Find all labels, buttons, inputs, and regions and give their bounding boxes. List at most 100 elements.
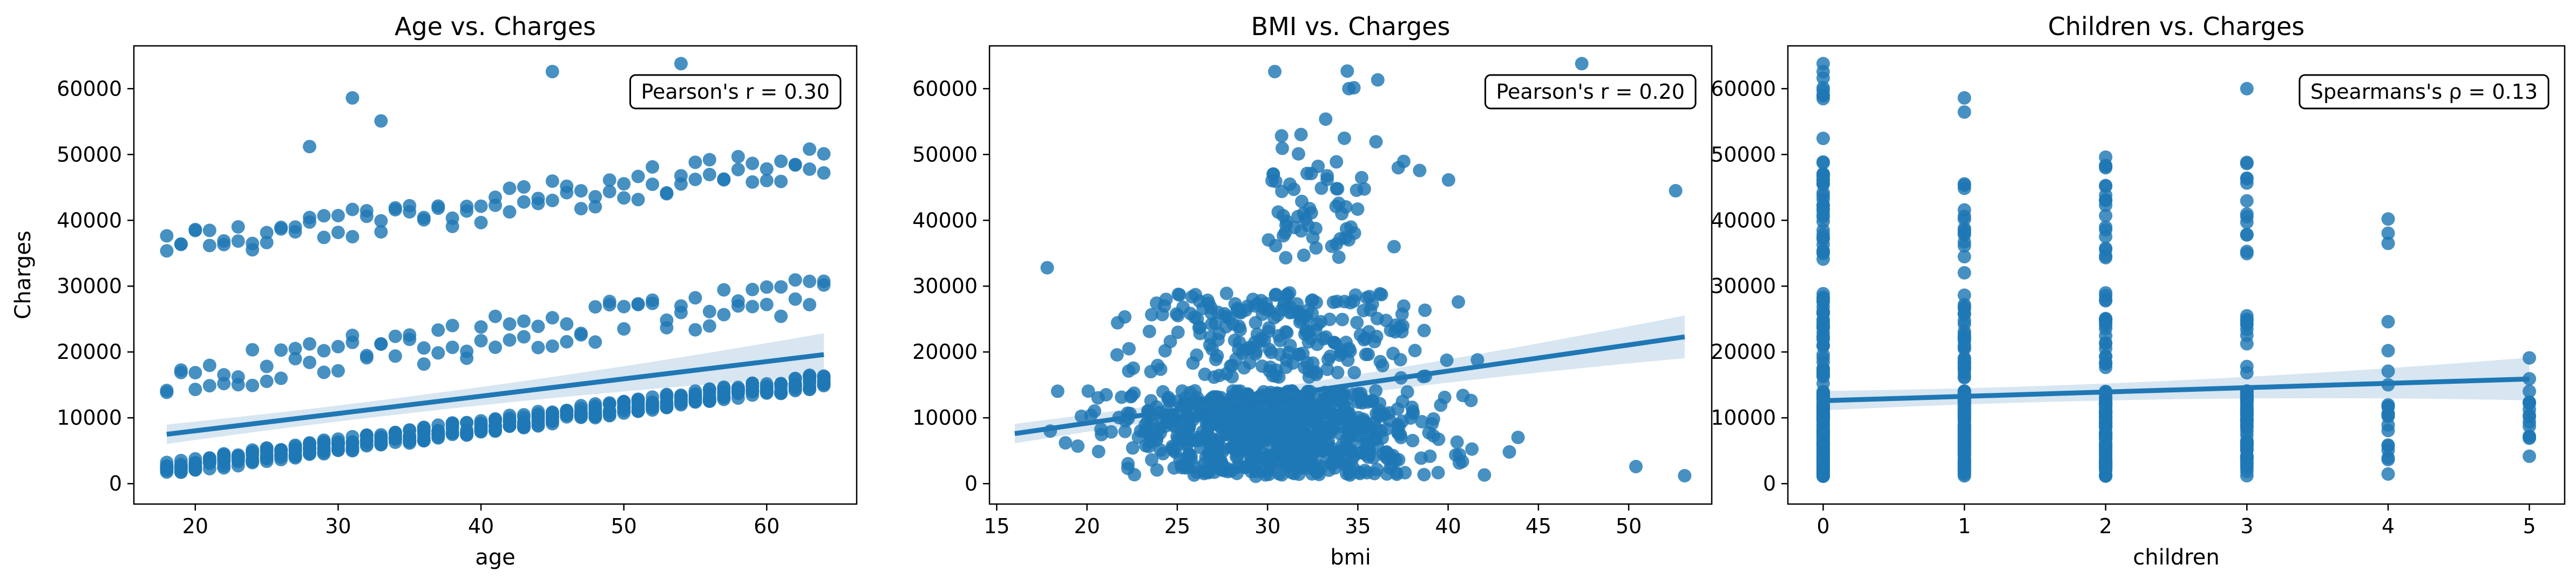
data-point <box>1816 348 1830 362</box>
data-point <box>1212 454 1226 468</box>
data-point <box>445 427 459 441</box>
data-point <box>760 297 774 311</box>
data-point <box>1320 362 1334 376</box>
data-point <box>1957 341 1971 355</box>
data-point <box>474 334 488 348</box>
data-point <box>788 292 802 306</box>
data-point <box>1371 73 1385 87</box>
data-point <box>474 425 488 439</box>
data-point <box>1138 418 1153 432</box>
data-point <box>1360 440 1374 454</box>
data-point <box>1126 441 1140 455</box>
data-point <box>1678 469 1692 482</box>
y-axis-label: Charges <box>11 230 36 319</box>
data-point <box>517 420 531 434</box>
data-point <box>1242 414 1256 428</box>
data-point <box>1230 427 1244 441</box>
data-point <box>1229 439 1243 453</box>
data-point <box>1276 410 1290 424</box>
data-point <box>517 330 531 344</box>
y-tick-label: 60000 <box>57 77 122 100</box>
data-point <box>1334 343 1348 357</box>
data-point <box>1265 174 1279 188</box>
y-tick-label: 40000 <box>912 208 978 232</box>
y-tick-label: 10000 <box>57 406 122 430</box>
axes-frame <box>133 45 858 505</box>
y-tick-label: 40000 <box>1711 208 1776 232</box>
data-point <box>2523 403 2537 417</box>
data-point <box>2381 364 2395 378</box>
data-point <box>1202 450 1216 464</box>
data-point <box>2099 220 2113 234</box>
data-point <box>374 214 388 228</box>
data-point <box>360 351 374 365</box>
data-point <box>517 195 531 209</box>
data-point <box>1283 177 1297 191</box>
data-point <box>1172 288 1187 302</box>
data-point <box>1142 324 1156 338</box>
data-point <box>188 222 202 236</box>
data-point <box>1184 448 1198 462</box>
data-point <box>1371 409 1385 423</box>
data-point <box>1099 388 1113 402</box>
y-tick-label: 20000 <box>912 340 978 364</box>
data-point <box>1131 430 1145 444</box>
data-point <box>702 390 716 404</box>
x-tick-label: 60 <box>754 514 779 538</box>
data-point <box>317 209 331 223</box>
data-point <box>1318 412 1331 426</box>
data-point <box>760 280 774 294</box>
data-point <box>1359 331 1373 345</box>
data-point <box>646 390 660 404</box>
y-tick-label: 60000 <box>912 77 978 100</box>
data-layer <box>1014 57 1692 484</box>
data-point <box>1575 57 1589 71</box>
data-point <box>617 177 631 191</box>
data-point <box>1300 311 1314 325</box>
data-point <box>731 382 745 396</box>
data-point <box>1395 325 1409 339</box>
data-point <box>1279 218 1293 232</box>
data-point <box>1452 295 1466 309</box>
data-point <box>1816 156 1830 170</box>
data-point <box>417 213 431 227</box>
y-tick-label: 10000 <box>1711 406 1776 430</box>
data-point <box>1150 463 1164 477</box>
data-point <box>1957 402 1971 416</box>
data-point <box>1816 319 1830 334</box>
data-point <box>388 203 402 217</box>
data-point <box>1427 412 1440 426</box>
data-point <box>303 356 316 369</box>
data-point <box>545 405 559 419</box>
data-point <box>1502 445 1516 459</box>
data-point <box>717 390 731 404</box>
data-point <box>688 155 702 169</box>
data-point <box>274 343 288 357</box>
data-point <box>1340 64 1354 78</box>
data-point <box>1957 446 1971 460</box>
data-point <box>1231 450 1245 464</box>
data-point <box>1957 212 1971 226</box>
data-point <box>1230 460 1244 474</box>
data-point <box>545 174 559 188</box>
data-point <box>1669 183 1683 198</box>
data-point <box>1167 461 1181 475</box>
x-tick-label: 30 <box>325 514 351 538</box>
data-point <box>303 437 316 451</box>
data-point <box>774 280 788 294</box>
data-point <box>1331 365 1345 379</box>
data-point <box>2099 229 2113 243</box>
data-point <box>403 332 417 346</box>
data-point <box>202 223 216 237</box>
data-point <box>1155 308 1169 322</box>
data-point <box>531 319 545 334</box>
data-point <box>1279 251 1293 265</box>
data-point <box>1292 433 1306 447</box>
data-point <box>1145 453 1158 467</box>
data-point <box>788 273 802 287</box>
data-point <box>1370 330 1384 343</box>
data-point <box>1957 314 1971 328</box>
data-point <box>331 364 345 378</box>
data-point <box>1816 89 1830 103</box>
data-point <box>1361 348 1375 362</box>
